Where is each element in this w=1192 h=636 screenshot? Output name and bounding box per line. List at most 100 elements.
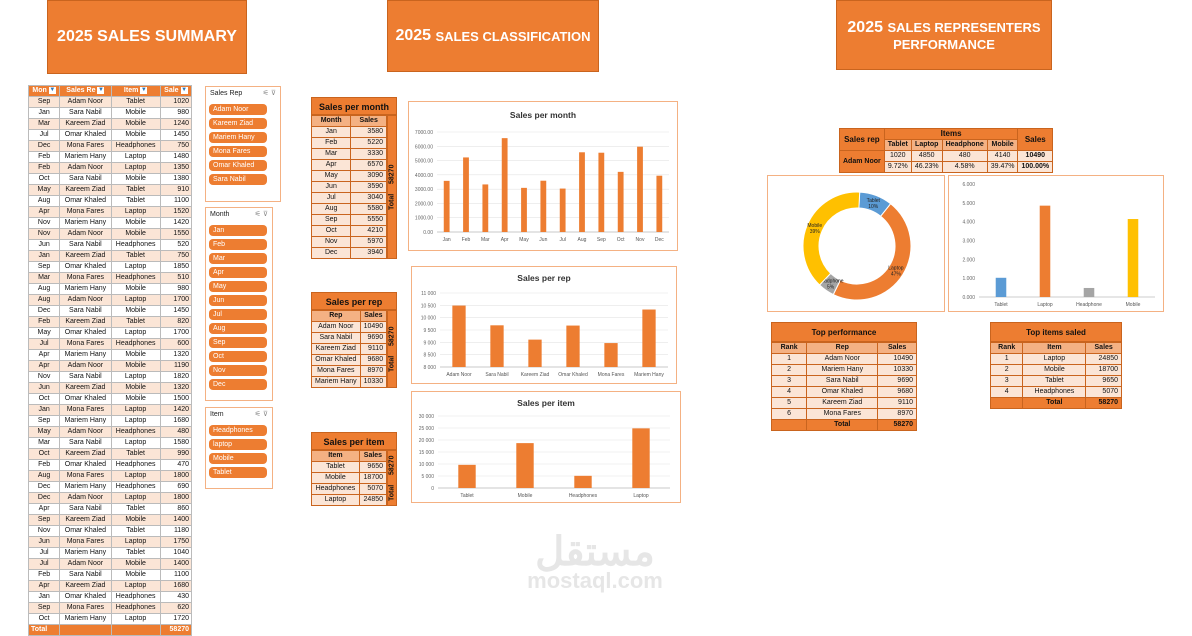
slicer-button[interactable]: Jan [209,225,267,236]
table-cell: Jan [27,591,61,603]
y-tick-label: 10 000 [419,462,435,468]
pivot-row: Apr 6570 [310,159,387,171]
x-tick-label: Sep [597,237,606,243]
summary-col-header[interactable]: Sales Re ▼ [59,85,112,97]
rank-total-label: Total [806,419,879,431]
rep-item-percent: 39.47% [986,161,1019,173]
table-cell: 820 [159,316,193,328]
x-tick-label: Jan [443,237,451,243]
table-cell: 600 [159,338,193,350]
table-cell: 510 [159,272,193,284]
pivot-month: Sales per month Month Sales Jan 3580 Feb 5220 M… [310,97,397,259]
table-cell: Laptop [110,580,161,592]
pivot-cell: Apr [310,159,352,171]
table-cell: Mariem Hany [59,481,112,493]
clear-filter-icon[interactable]: ⚟ ⊽ [262,90,276,97]
slicer-button[interactable]: Sara Nabil [209,174,267,185]
filter-dropdown-icon[interactable]: ▼ [180,86,188,94]
rank-cell: 5 [770,397,808,409]
y-tick-label: 0 [431,486,434,492]
table-cell: 980 [159,283,193,295]
filter-dropdown-icon[interactable]: ▼ [48,86,56,94]
pivot-item: Sales per item Item Sales Tablet 9650 Mobile 1… [311,432,397,506]
slicer-button[interactable]: Omar Khaled [209,160,267,171]
table-row: Dec Sara Nabil Mobile 1450 [27,305,193,317]
slicer-button[interactable]: Apr [209,267,267,278]
clear-filter-icon[interactable]: ⚟ ⊽ [254,411,268,418]
pivot-col-header: Sales [358,450,388,462]
clear-filter-icon[interactable]: ⚟ ⊽ [254,211,268,218]
y-tick-label: 3.000 [962,239,975,245]
slicer-button[interactable]: Headphones [209,425,267,436]
table-cell: Kareem Ziad [59,118,112,130]
y-tick-label: 8 000 [423,365,436,371]
table-row: Dec Adam Noor Laptop 1800 [27,492,193,504]
table-cell: Apr [27,503,61,515]
pivot-table: Item Sales Tablet 9650 Mobile 18700 Headphones… [311,450,388,506]
performance-year: 2025 [847,18,883,36]
table-row: Jan Omar Khaled Headphones 430 [27,591,193,603]
x-tick-label: Apr [501,237,509,243]
rank-cell: Mobile [1022,364,1087,376]
slicer-title: Month [210,211,230,218]
y-tick-label: 5000.00 [415,159,433,165]
bar [482,184,489,232]
donut-slice [802,191,861,286]
summary-col-header[interactable]: Sale ▼ [159,85,193,97]
pivot-cell: 3040 [350,192,387,204]
rank-cell: Adam Noor [806,353,879,365]
slicer-button[interactable]: Feb [209,239,267,250]
pivot-total-label: Total [388,193,396,210]
x-tick-label: Mar [481,237,490,243]
rank-row: 5 Kareem Ziad 9110 [770,397,917,409]
x-tick-label: Mobile [518,493,533,499]
table-cell: 1100 [159,195,193,207]
slicer-button[interactable]: May [209,281,267,292]
rank-row: 2 Mariem Hany 10330 [770,364,917,376]
slicer-button[interactable]: Jun [209,295,267,306]
filter-dropdown-icon[interactable]: ▼ [97,86,105,94]
table-row: Mar Mona Fares Headphones 510 [27,272,193,284]
table-cell: Mobile [110,107,161,119]
watermark: مستقل mostaql.com [520,530,670,592]
slicer-button[interactable]: Dec [209,379,267,390]
chart-month-title: Sales per month [509,110,577,120]
slicer-button[interactable]: Aug [209,323,267,334]
table-cell: Jan [27,107,61,119]
pivot-cell: 3940 [350,247,387,259]
slicer-button[interactable]: Sep [209,337,267,348]
slicer-button[interactable]: Kareem Ziad [209,118,267,129]
slicer-button[interactable]: Tablet [209,467,267,478]
y-tick-label: 2.000 [962,257,975,263]
table-cell: Mona Fares [59,602,112,614]
table-cell: 1450 [159,129,193,141]
pivot-cell: Headphones [311,483,360,495]
table-row: Apr Mariem Hany Mobile 1320 [27,349,193,361]
rep-total-percent: 100.00% [1017,161,1054,173]
table-row: Jul Adam Noor Mobile 1400 [27,558,193,570]
slicer-button[interactable]: Oct [209,351,267,362]
table-cell: Tablet [110,316,161,328]
filter-dropdown-icon[interactable]: ▼ [140,86,148,94]
summary-col-header[interactable]: Item ▼ [110,85,161,97]
table-row: Mar Sara Nabil Laptop 1580 [27,437,193,449]
slicer-button[interactable]: Jul [209,309,267,320]
slicer-button[interactable]: Nov [209,365,267,376]
slicer-button[interactable]: Mariem Hany [209,132,267,143]
table-cell: 1750 [159,536,193,548]
table-cell: Aug [27,470,61,482]
pivot-cell: 8970 [359,365,388,377]
table-cell: Adam Noor [59,360,112,372]
slicer-button[interactable]: laptop [209,439,267,450]
table-cell: Mariem Hany [59,547,112,559]
pivot-cell: 24850 [358,494,388,506]
slicer-button[interactable]: Adam Noor [209,104,267,115]
slicer-button[interactable]: Mona Fares [209,146,267,157]
table-cell: Mariem Hany [59,415,112,427]
donut-label: Mobile 39% [807,223,822,235]
bar [559,188,566,232]
slicer-button[interactable]: Mar [209,253,267,264]
rep-item-value: 4850 [910,150,943,162]
slicer-button[interactable]: Mobile [209,453,267,464]
summary-col-header[interactable]: Mon ▼ [27,85,61,97]
